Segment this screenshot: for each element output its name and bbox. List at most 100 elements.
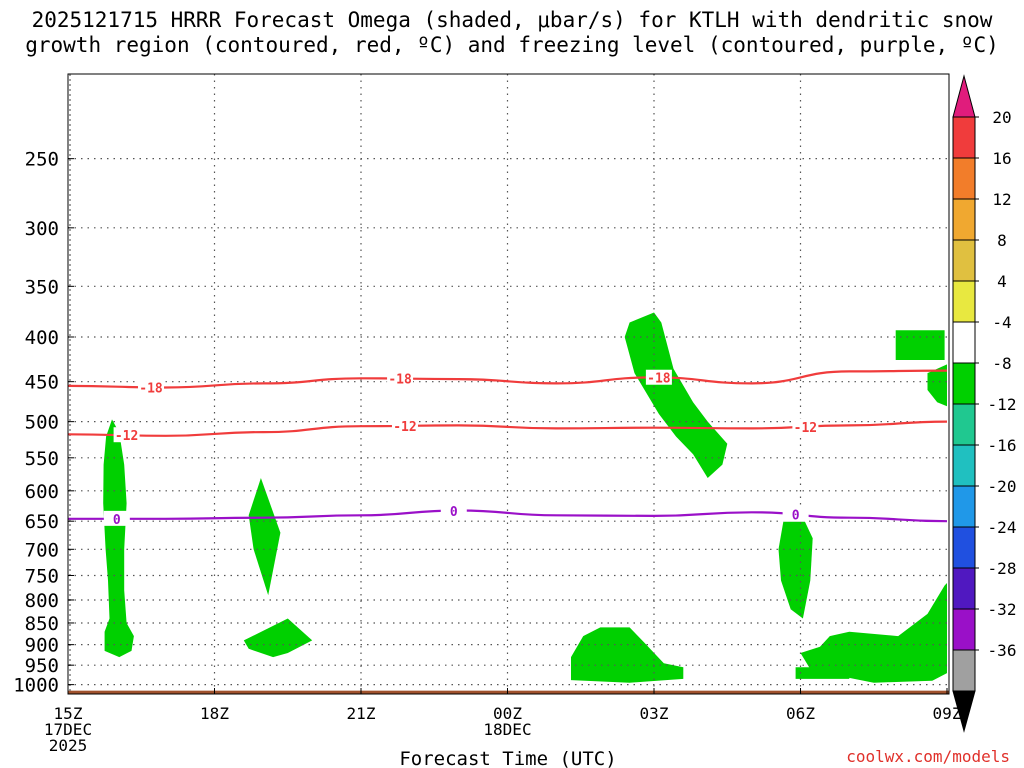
x-tick-label: 06Z	[786, 704, 815, 723]
contour-freezing_0C	[68, 509, 948, 523]
x-tick-label: 17DEC	[44, 720, 92, 739]
contour-dgz_-18C	[67, 369, 948, 389]
chart-title-line-2: growth region (contoured, red, ºC) and f…	[25, 33, 999, 57]
contour-label-bg	[138, 379, 165, 395]
y-tick-label: 750	[25, 565, 59, 587]
y-tick-label: 850	[25, 613, 59, 635]
y-tick-label: 1000	[13, 675, 59, 697]
x-axis-label: Forecast Time (UTC)	[399, 748, 616, 768]
y-tick-label: 250	[25, 149, 59, 171]
colorbar-swatch	[952, 157, 976, 200]
colorbar-swatch	[952, 116, 976, 159]
x-tick-label: 09Z	[933, 704, 962, 723]
colorbar-swatch	[952, 198, 976, 241]
colorbar-label: -24	[988, 518, 1017, 537]
omega-neg-10	[927, 364, 947, 407]
contour-label-bg	[387, 370, 414, 386]
contour-label-dgz_-12C: -12	[794, 421, 817, 436]
omega-neg-1	[103, 419, 134, 658]
chart-title: 2025121715 HRRR Forecast Omega (shaded, …	[0, 8, 1024, 58]
y-tick-label: 900	[25, 635, 59, 657]
x-tick-label: 18Z	[200, 704, 229, 723]
colorbar-swatch	[952, 649, 976, 692]
y-axis: 2503003504004505005506006507007508008509…	[13, 149, 74, 697]
colorbar-swatch	[952, 485, 976, 528]
plot-frame	[67, 73, 950, 695]
contour-label-dgz_-18C: -18	[388, 373, 412, 388]
x-tick-label: 21Z	[347, 704, 376, 723]
colorbar-label: 20	[992, 108, 1011, 127]
y-tick-label: 400	[25, 327, 59, 349]
omega-shading-layer	[103, 312, 947, 683]
y-tick-label: 300	[25, 218, 59, 240]
colorbar-label: -16	[988, 436, 1017, 455]
colorbar-swatch	[952, 321, 976, 364]
omega-neg-8	[795, 667, 850, 679]
contour-label-dgz_-12C: -12	[115, 429, 138, 444]
terrain-layer	[68, 690, 949, 694]
colorbar-label: -36	[988, 641, 1017, 660]
contour-label-bg	[792, 418, 819, 434]
contour-layer: -18 -18 -18 -12 -12 -12 0 0 0	[67, 369, 948, 528]
colorbar-top-extend	[952, 74, 976, 118]
chart-title-line-1: 2025121715 HRRR Forecast Omega (shaded, …	[31, 8, 993, 32]
omega-neg-3	[243, 618, 313, 658]
colorbar-label: 4	[997, 272, 1007, 291]
x-tick-label: 00Z	[493, 704, 522, 723]
x-tick-label: 15Z	[54, 704, 83, 723]
colorbar-swatch	[952, 526, 976, 569]
omega-neg-9	[895, 330, 945, 360]
y-tick-label: 600	[25, 481, 59, 503]
omega-neg-2	[248, 478, 281, 596]
y-tick-label: 550	[25, 448, 59, 470]
contour-label-bg	[113, 427, 140, 443]
contour-label-freezing_0C: 0	[792, 509, 800, 524]
colorbar-swatch	[952, 239, 976, 282]
y-tick-label: 650	[25, 511, 59, 533]
terrain-fill	[68, 690, 949, 694]
colorbar-label: -20	[988, 477, 1017, 496]
colorbar-label: -4	[992, 313, 1011, 332]
y-tick-label: 500	[25, 412, 59, 434]
colorbar-label: -28	[988, 559, 1017, 578]
contour-label-freezing_0C: 0	[450, 505, 458, 520]
grid-layer	[68, 74, 949, 694]
y-tick-label: 450	[25, 372, 59, 394]
y-tick-label: 700	[25, 539, 59, 561]
colorbar-swatch	[952, 280, 976, 323]
contour-label-bg	[103, 510, 130, 526]
contour-label-bg	[645, 369, 672, 385]
contour-label-dgz_-18C: -18	[139, 381, 163, 396]
colorbar-label: -8	[992, 354, 1011, 373]
omega-neg-6	[778, 509, 813, 619]
y-tick-label: 350	[25, 276, 59, 298]
omega-neg-7	[800, 583, 947, 683]
x-tick-label: 2025	[49, 736, 88, 755]
omega-neg-5	[624, 312, 728, 478]
x-tick-label: 18DEC	[483, 720, 531, 739]
omega-neg-4	[571, 627, 684, 683]
colorbar-label: -12	[988, 395, 1017, 414]
y-tick-label: 950	[25, 655, 59, 677]
colorbar-label: -32	[988, 600, 1017, 619]
colorbar-label: 12	[992, 190, 1011, 209]
colorbar-swatch	[952, 567, 976, 610]
source-credit: coolwx.com/models	[846, 747, 1010, 766]
contour-label-freezing_0C: 0	[113, 513, 121, 528]
colorbar: 20 16 12 8 4 -4 -8 -12 -16 -20 -24 -28 -32 -36	[952, 74, 1017, 733]
colorbar-swatch	[952, 444, 976, 487]
colorbar-swatch	[952, 608, 976, 651]
x-tick-label: 03Z	[640, 704, 669, 723]
colorbar-bottom-extend	[952, 690, 976, 733]
contour-label-dgz_-12C: -12	[393, 420, 416, 435]
y-tick-label: 800	[25, 590, 59, 612]
contour-label-bg	[782, 506, 809, 522]
colorbar-swatch	[952, 403, 976, 446]
colorbar-label: 8	[997, 231, 1007, 250]
contour-label-bg	[440, 502, 467, 518]
contour-label-dgz_-18C: -18	[647, 372, 671, 387]
colorbar-swatch	[952, 362, 976, 405]
contour-label-bg	[391, 417, 418, 433]
